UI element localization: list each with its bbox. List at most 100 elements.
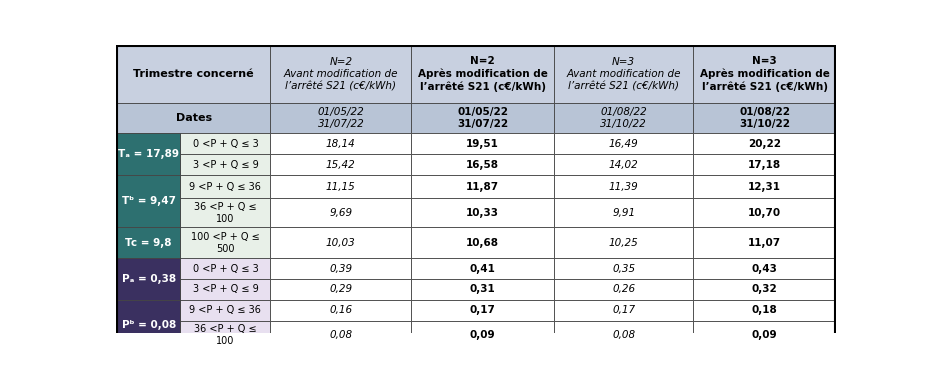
Text: N=2
Après modification de
l’arrêté S21 (c€/kWh): N=2 Après modification de l’arrêté S21 (… [418,56,547,92]
Text: 10,03: 10,03 [326,238,355,248]
Text: 11,87: 11,87 [466,181,498,191]
Text: 01/08/22
31/10/22: 01/08/22 31/10/22 [599,107,647,129]
Text: 16,49: 16,49 [608,139,638,149]
Bar [270,134,411,154]
Bar [553,154,693,175]
Text: 0 <P + Q ≤ 3: 0 <P + Q ≤ 3 [192,264,258,273]
Bar [553,175,693,198]
Text: 9 <P + Q ≤ 36: 9 <P + Q ≤ 36 [189,181,261,191]
Bar [270,227,411,258]
Bar [553,279,693,300]
Text: 0,29: 0,29 [329,284,352,294]
Bar [411,175,553,198]
Text: Tₐ = 17,89: Tₐ = 17,89 [118,149,179,159]
Bar [411,300,553,321]
Bar [411,154,553,175]
Bar [180,279,270,300]
Bar [411,46,553,102]
Text: 20,22: 20,22 [747,139,780,149]
Text: 0,08: 0,08 [329,330,352,340]
Text: 36 <P + Q ≤
100: 36 <P + Q ≤ 100 [194,324,256,346]
Bar [553,46,693,102]
Text: 0,08: 0,08 [612,330,635,340]
Text: 0,26: 0,26 [612,284,635,294]
Bar [270,154,411,175]
Bar [180,300,270,321]
Bar [411,279,553,300]
Text: 0,09: 0,09 [751,330,777,340]
Bar [270,102,411,134]
Bar [411,227,553,258]
Text: 9,69: 9,69 [329,208,352,218]
Bar [117,258,180,300]
Bar [693,258,835,279]
Bar [553,300,693,321]
Bar [117,134,180,175]
Bar [117,175,180,227]
Bar [553,258,693,279]
Text: 0,17: 0,17 [470,305,496,315]
Text: 0,32: 0,32 [751,284,777,294]
Text: Pₐ = 0,38: Pₐ = 0,38 [122,274,175,284]
Text: 100 <P + Q ≤
500: 100 <P + Q ≤ 500 [191,232,260,254]
Text: 9,91: 9,91 [612,208,635,218]
Bar [693,227,835,258]
Text: 12,31: 12,31 [747,181,780,191]
Text: 3 <P + Q ≤ 9: 3 <P + Q ≤ 9 [192,284,258,294]
Text: 0,09: 0,09 [470,330,495,340]
Bar [180,154,270,175]
Text: Tc = 9,8: Tc = 9,8 [125,238,172,248]
Text: 11,07: 11,07 [747,238,780,248]
Text: 0 <P + Q ≤ 3: 0 <P + Q ≤ 3 [192,139,258,149]
Bar [270,300,411,321]
Bar [693,321,835,350]
Bar [553,134,693,154]
Bar [553,227,693,258]
Bar [411,134,553,154]
Bar [411,102,553,134]
Bar [411,321,553,350]
Text: Tᵇ = 9,47: Tᵇ = 9,47 [122,196,175,206]
Bar [270,198,411,227]
Text: 3 <P + Q ≤ 9: 3 <P + Q ≤ 9 [192,160,258,170]
Text: 18,14: 18,14 [326,139,355,149]
Bar [180,198,270,227]
Bar [180,175,270,198]
Text: 10,25: 10,25 [608,238,638,248]
Bar [270,321,411,350]
Text: 0,31: 0,31 [470,284,495,294]
Bar [180,258,270,279]
Bar [270,46,411,102]
Text: 36 <P + Q ≤
100: 36 <P + Q ≤ 100 [194,202,256,224]
Bar [693,102,835,134]
Text: N=3
Avant modification de
l’arrêté S21 (c€/kWh): N=3 Avant modification de l’arrêté S21 (… [566,57,680,92]
Text: 9 <P + Q ≤ 36: 9 <P + Q ≤ 36 [189,305,261,315]
Text: 19,51: 19,51 [466,139,498,149]
Text: 11,15: 11,15 [326,181,355,191]
Bar [553,102,693,134]
Text: Trimestre concerné: Trimestre concerné [134,69,253,79]
Text: 10,70: 10,70 [747,208,780,218]
Text: 01/08/22
31/10/22: 01/08/22 31/10/22 [739,107,790,129]
Text: Pᵇ = 0,08: Pᵇ = 0,08 [122,320,175,330]
Text: 0,39: 0,39 [329,264,352,273]
Text: 16,58: 16,58 [466,160,498,170]
Bar [693,46,835,102]
Bar [117,227,180,258]
Text: 01/05/22
31/07/22: 01/05/22 31/07/22 [317,107,364,129]
Bar [553,198,693,227]
Text: 0,43: 0,43 [751,264,777,273]
Bar [117,300,180,350]
Text: 17,18: 17,18 [747,160,780,170]
Bar [270,258,411,279]
Text: 0,41: 0,41 [470,264,496,273]
Bar [693,300,835,321]
Text: 01/05/22
31/07/22: 01/05/22 31/07/22 [457,107,508,129]
Text: 14,02: 14,02 [608,160,638,170]
Text: Dates: Dates [175,113,212,123]
Text: 10,68: 10,68 [466,238,498,248]
Bar [411,258,553,279]
Text: N=3
Après modification de
l’arrêté S21 (c€/kWh): N=3 Après modification de l’arrêté S21 (… [699,56,829,92]
Bar [693,134,835,154]
Text: 11,39: 11,39 [608,181,638,191]
